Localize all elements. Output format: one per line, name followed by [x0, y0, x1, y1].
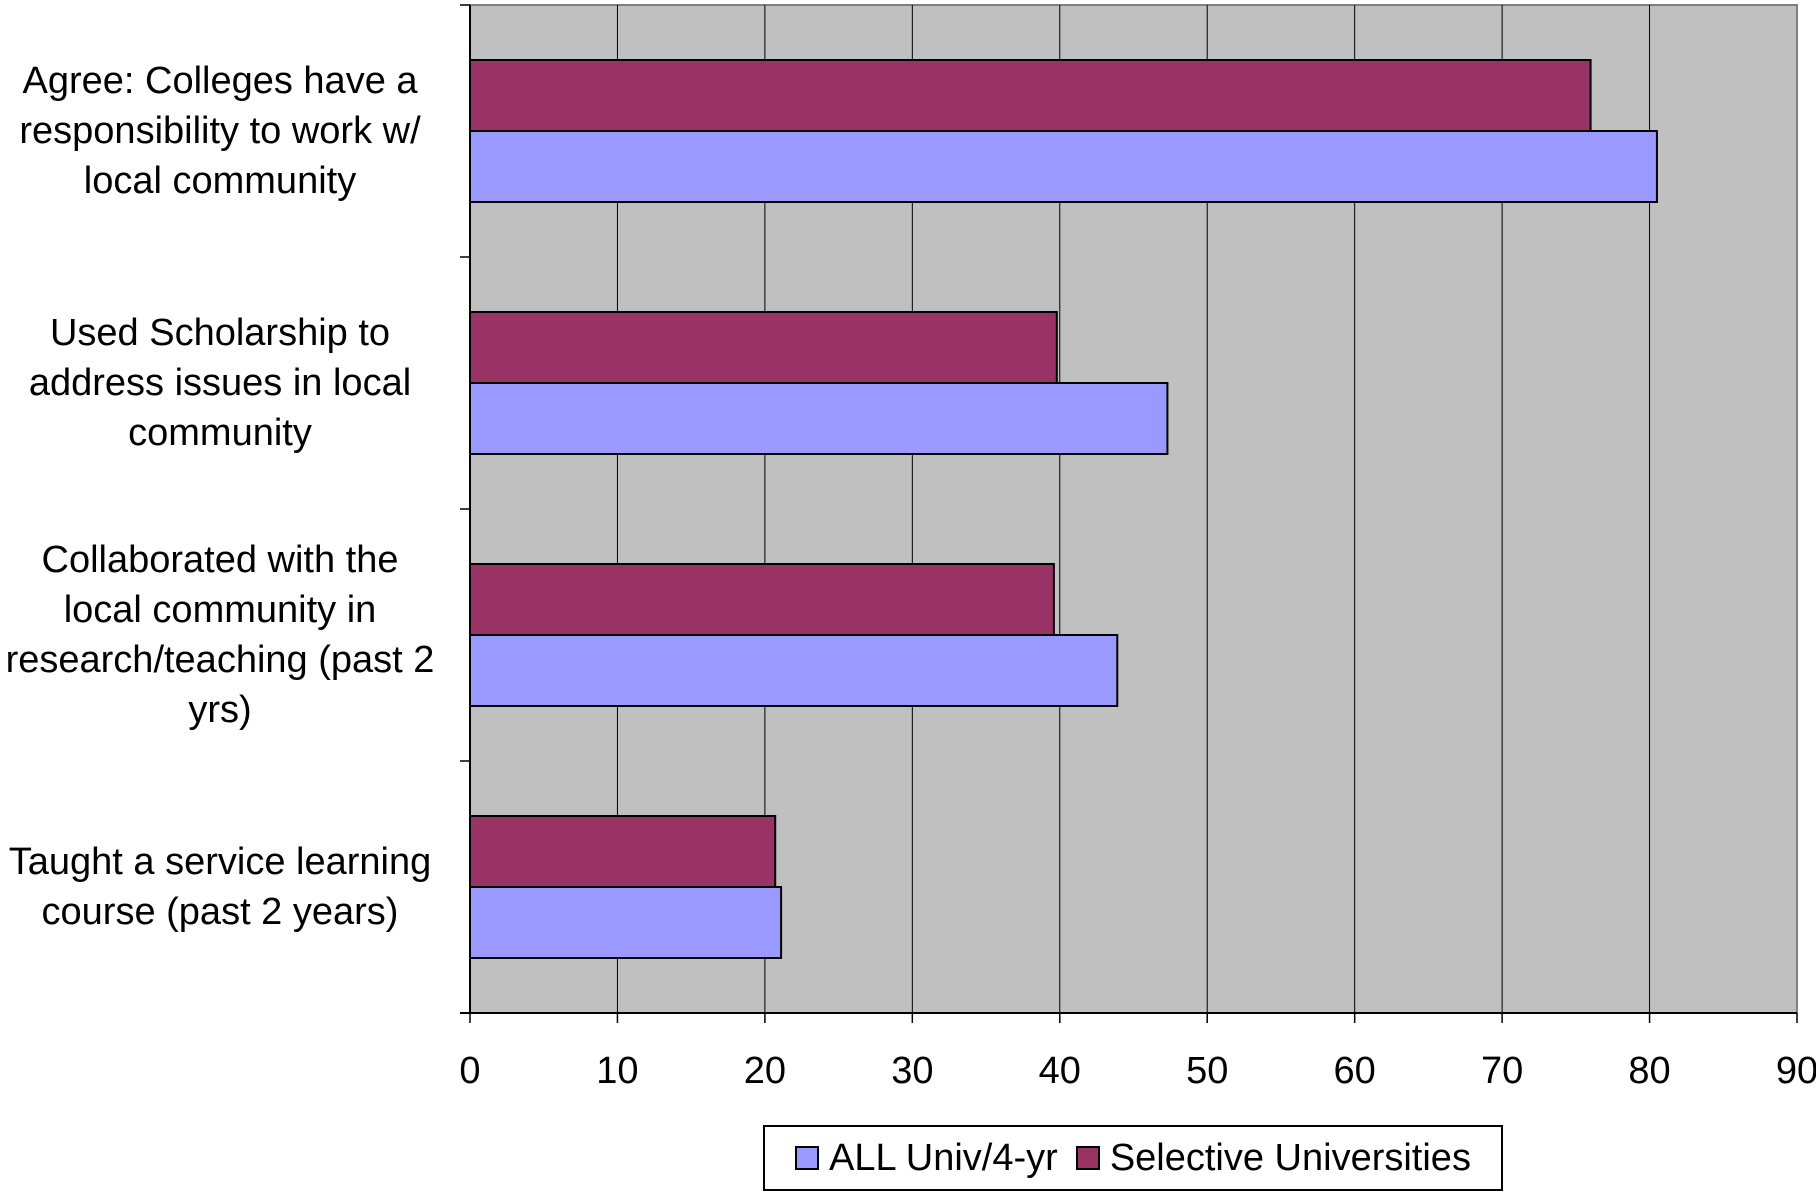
legend: ALL Univ/4-yr Selective Universities — [763, 1125, 1503, 1191]
category-label: Used Scholarship to address issues in lo… — [28, 312, 412, 454]
bars — [469, 59, 1658, 959]
legend-item: Selective Universities — [1075, 1136, 1471, 1180]
category-label: Taught a service learning course (past 2… — [8, 841, 432, 933]
legend-label: ALL Univ/4-yr — [829, 1136, 1058, 1179]
x-tick-label: 10 — [596, 1050, 638, 1092]
x-tick-label: 60 — [1334, 1050, 1376, 1092]
x-tick-labels: 0 10 20 30 40 50 60 70 80 90 — [459, 1050, 1816, 1092]
bar-selective — [469, 563, 1055, 636]
bar-all-univ — [469, 130, 1658, 203]
x-tick-label: 70 — [1481, 1050, 1523, 1092]
x-tick-label: 90 — [1776, 1050, 1816, 1092]
x-tick-label: 0 — [459, 1050, 480, 1092]
x-tick-label: 50 — [1186, 1050, 1228, 1092]
bar-all-univ — [469, 886, 783, 959]
legend-swatch — [1075, 1146, 1100, 1170]
category-label: Agree: Colleges have a responsibility to… — [19, 60, 421, 202]
x-tick-label: 40 — [1039, 1050, 1081, 1092]
category-label: Collaborated with the local community in… — [5, 539, 435, 731]
bar-selective — [469, 311, 1058, 384]
x-tick-label: 80 — [1628, 1050, 1670, 1092]
axes — [460, 4, 1798, 1023]
x-tick-label: 30 — [891, 1050, 933, 1092]
x-tick-label: 20 — [744, 1050, 786, 1092]
bar-selective — [469, 815, 777, 888]
bar-all-univ — [469, 634, 1119, 707]
legend-label: Selective Universities — [1109, 1136, 1471, 1179]
bar-selective — [469, 59, 1592, 132]
legend-item: ALL Univ/4-yr — [795, 1137, 1058, 1180]
bar-all-univ — [469, 382, 1169, 455]
legend-swatch — [795, 1146, 820, 1170]
